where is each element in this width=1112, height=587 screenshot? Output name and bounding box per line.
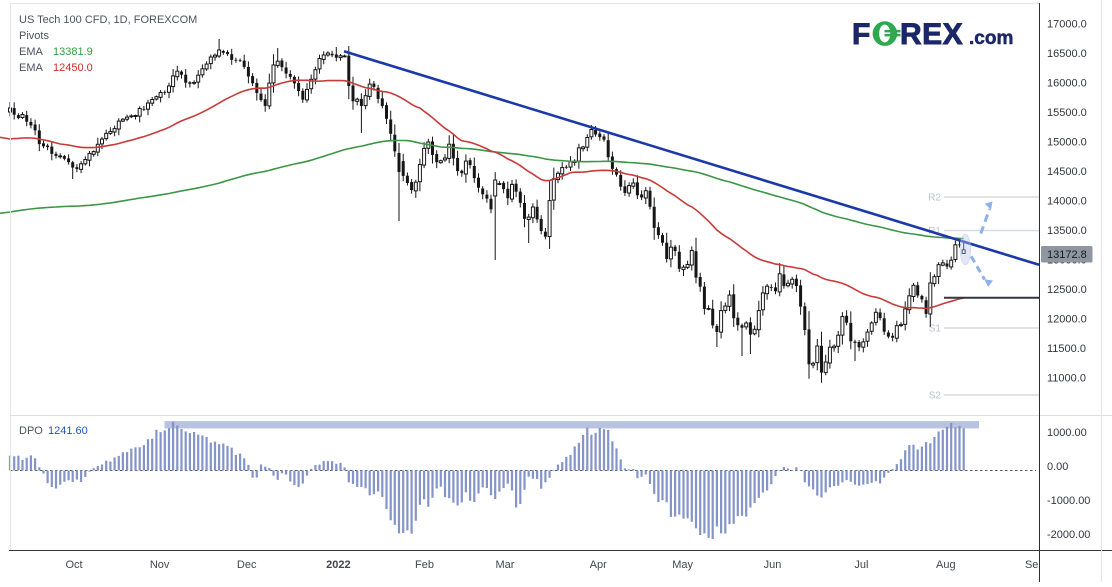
svg-text:16000.0: 16000.0 xyxy=(1047,78,1087,90)
svg-text:Feb: Feb xyxy=(415,559,434,571)
svg-text:12500.0: 12500.0 xyxy=(1047,284,1087,296)
svg-text:11000.0: 11000.0 xyxy=(1047,373,1086,385)
svg-text:S1: S1 xyxy=(929,324,942,335)
svg-text:13172.8: 13172.8 xyxy=(1047,249,1087,261)
svg-text:2022: 2022 xyxy=(326,559,350,571)
svg-text:EMA: EMA xyxy=(19,62,44,74)
svg-text:-1000.00: -1000.00 xyxy=(1047,495,1090,507)
svg-text:Aug: Aug xyxy=(936,559,956,571)
svg-text:15500.0: 15500.0 xyxy=(1047,107,1087,119)
svg-text:0.00: 0.00 xyxy=(1047,461,1068,473)
svg-text:13381.9: 13381.9 xyxy=(53,46,93,58)
svg-text:12000.0: 12000.0 xyxy=(1047,314,1087,326)
svg-text:Se: Se xyxy=(1025,559,1038,571)
svg-text:1000.00: 1000.00 xyxy=(1047,427,1087,439)
svg-text:-2000.00: -2000.00 xyxy=(1047,529,1090,541)
svg-text:Jun: Jun xyxy=(764,559,782,571)
svg-text:17000.0: 17000.0 xyxy=(1047,19,1087,31)
svg-text:Oct: Oct xyxy=(65,559,82,571)
svg-text:11500.0: 11500.0 xyxy=(1047,343,1086,355)
svg-text:Pivots: Pivots xyxy=(19,30,49,42)
svg-text:Nov: Nov xyxy=(150,559,170,571)
svg-text:13500.0: 13500.0 xyxy=(1047,225,1087,237)
svg-text:Jul: Jul xyxy=(854,559,868,571)
svg-text:EMA: EMA xyxy=(19,46,44,58)
svg-text:R2: R2 xyxy=(928,193,941,204)
svg-text:F: F xyxy=(852,18,871,51)
svg-text:REX: REX xyxy=(900,18,963,51)
svg-text:May: May xyxy=(672,559,693,571)
svg-text:12450.0: 12450.0 xyxy=(53,62,93,74)
svg-text:S2: S2 xyxy=(929,391,942,402)
svg-text:Apr: Apr xyxy=(590,559,607,571)
svg-text:16500.0: 16500.0 xyxy=(1047,48,1087,60)
svg-text:15000.0: 15000.0 xyxy=(1047,137,1087,149)
svg-text:1241.60: 1241.60 xyxy=(48,425,88,437)
svg-text:Mar: Mar xyxy=(496,559,515,571)
svg-text:14500.0: 14500.0 xyxy=(1047,166,1087,178)
svg-text:Dec: Dec xyxy=(237,559,257,571)
svg-text:.com: .com xyxy=(969,28,1013,49)
svg-text:DPO: DPO xyxy=(19,425,43,437)
svg-text:14000.0: 14000.0 xyxy=(1047,196,1087,208)
svg-text:US Tech 100 CFD, 1D, FOREXCOM: US Tech 100 CFD, 1D, FOREXCOM xyxy=(19,14,197,26)
